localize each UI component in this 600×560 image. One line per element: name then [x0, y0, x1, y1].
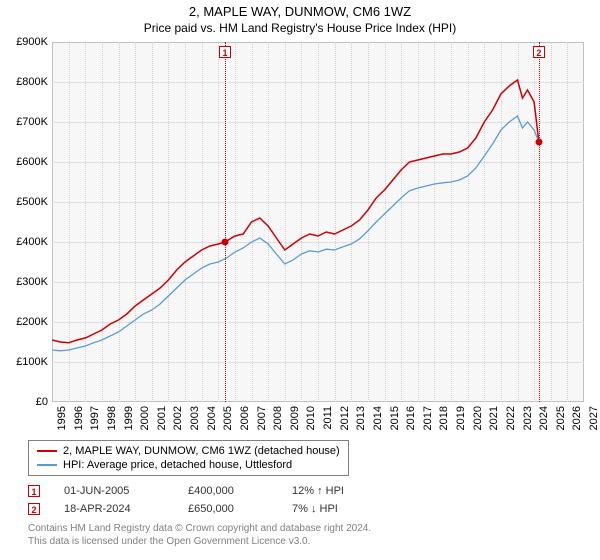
- y-axis-label: £800K: [16, 76, 48, 88]
- sale-row-2: 2 18-APR-2024 £650,000 7% ↓ HPI: [28, 500, 584, 518]
- chart: 12: [52, 42, 584, 402]
- legend-label: HPI: Average price, detached house, Uttl…: [63, 459, 292, 471]
- chart-lines: [52, 42, 584, 402]
- page-title: 2, MAPLE WAY, DUNMOW, CM6 1WZ: [0, 0, 600, 19]
- x-axis-label: 2009: [289, 406, 301, 430]
- y-axis-label: £700K: [16, 116, 48, 128]
- x-axis-label: 2013: [355, 406, 367, 430]
- x-axis-label: 1996: [73, 406, 85, 430]
- x-axis-label: 2022: [505, 406, 517, 430]
- y-axis-label: £300K: [16, 276, 48, 288]
- x-axis-label: 2019: [455, 406, 467, 430]
- x-axis-label: 2020: [472, 406, 484, 430]
- x-axis-label: 1997: [89, 406, 101, 430]
- sale-price: £400,000: [188, 485, 268, 497]
- x-axis-label: 1995: [56, 406, 68, 430]
- y-axis-label: £200K: [16, 316, 48, 328]
- y-axis-label: £0: [36, 396, 48, 408]
- x-axis-label: 2007: [256, 406, 268, 430]
- x-axis-label: 2002: [172, 406, 184, 430]
- x-axis-label: 2014: [372, 406, 384, 430]
- x-axis-label: 2012: [339, 406, 351, 430]
- x-axis-label: 2015: [389, 406, 401, 430]
- data-point: [535, 139, 542, 146]
- sale-price: £650,000: [188, 503, 268, 515]
- sale-pct: 7% ↓ HPI: [292, 503, 392, 515]
- footnote: Contains HM Land Registry data © Crown c…: [28, 518, 584, 548]
- y-axis-label: £900K: [16, 36, 48, 48]
- legend-swatch: [37, 464, 57, 466]
- footnote-line: Contains HM Land Registry data © Crown c…: [28, 522, 584, 535]
- x-axis-label: 2018: [438, 406, 450, 430]
- x-axis-label: 2027: [588, 406, 600, 430]
- x-axis-label: 2008: [272, 406, 284, 430]
- x-axis-label: 2025: [555, 406, 567, 430]
- x-axis-label: 2001: [156, 406, 168, 430]
- x-axis-label: 2003: [189, 406, 201, 430]
- sale-date: 01-JUN-2005: [64, 485, 164, 497]
- x-axis-label: 2004: [206, 406, 218, 430]
- y-axis-label: £100K: [16, 356, 48, 368]
- x-axis-label: 2000: [139, 406, 151, 430]
- legend: 2, MAPLE WAY, DUNMOW, CM6 1WZ (detached …: [28, 440, 349, 476]
- bottom-panel: 2, MAPLE WAY, DUNMOW, CM6 1WZ (detached …: [28, 440, 584, 548]
- footnote-line: This data is licensed under the Open Gov…: [28, 535, 584, 548]
- legend-label: 2, MAPLE WAY, DUNMOW, CM6 1WZ (detached …: [63, 445, 340, 457]
- x-axis-label: 2016: [405, 406, 417, 430]
- x-axis-label: 2023: [522, 406, 534, 430]
- sale-row-1: 1 01-JUN-2005 £400,000 12% ↑ HPI: [28, 482, 584, 500]
- page-subtitle: Price paid vs. HM Land Registry's House …: [0, 19, 600, 35]
- sale-marker-icon: 1: [28, 485, 40, 497]
- sale-marker-icon: 2: [28, 503, 40, 515]
- y-axis-label: £400K: [16, 236, 48, 248]
- x-axis-label: 2017: [422, 406, 434, 430]
- x-axis-label: 2021: [488, 406, 500, 430]
- sale-pct: 12% ↑ HPI: [292, 485, 392, 497]
- x-axis-label: 2026: [571, 406, 583, 430]
- y-axis-label: £500K: [16, 196, 48, 208]
- x-axis-label: 2024: [538, 406, 550, 430]
- legend-item-hpi: HPI: Average price, detached house, Uttl…: [37, 458, 340, 472]
- legend-swatch: [37, 450, 57, 452]
- x-axis-label: 2010: [305, 406, 317, 430]
- x-axis-label: 2011: [322, 406, 334, 430]
- sale-date: 18-APR-2024: [64, 503, 164, 515]
- data-point: [222, 239, 229, 246]
- legend-item-property: 2, MAPLE WAY, DUNMOW, CM6 1WZ (detached …: [37, 444, 340, 458]
- x-axis-label: 2006: [239, 406, 251, 430]
- x-axis-label: 2005: [222, 406, 234, 430]
- y-axis-label: £600K: [16, 156, 48, 168]
- series-property: [52, 80, 539, 343]
- x-axis-label: 1998: [106, 406, 118, 430]
- x-axis-label: 1999: [123, 406, 135, 430]
